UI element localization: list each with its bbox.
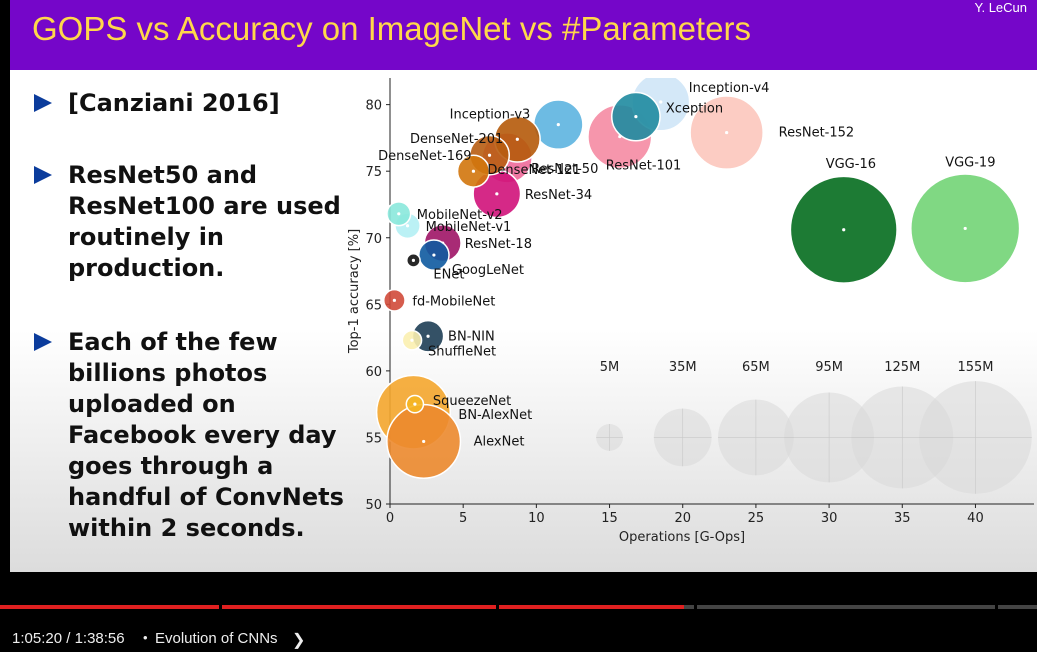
x-tick-label: 40 (967, 511, 984, 526)
slide: GOPS vs Accuracy on ImageNet vs #Paramet… (10, 0, 1037, 572)
bullet-arrow-icon (34, 166, 52, 184)
progress-played (0, 605, 685, 609)
chapter-marker (219, 605, 222, 609)
data-point-center (392, 298, 396, 302)
chapter-title[interactable]: Evolution of CNNs (155, 630, 278, 647)
data-point-label: BN-AlexNet (458, 408, 532, 423)
data-point-label: ENet (433, 267, 464, 282)
x-tick-label: 30 (821, 511, 838, 526)
data-point-center (471, 169, 476, 173)
size-legend-label: 95M (815, 360, 843, 375)
data-point-label: Inception-v3 (450, 108, 531, 123)
bullet-text: ResNet50 and ResNet100 are used routinel… (68, 161, 341, 282)
bullet-1: [Canziani 2016] (34, 88, 348, 119)
y-tick-label: 75 (365, 165, 382, 180)
x-tick-label: 25 (748, 511, 765, 526)
data-point-center (422, 439, 426, 444)
bubble-chart: 5M 35M 65M 95M 125M 155M 0 5 10 15 20 25 30 35 40 50 55 6… (347, 78, 1034, 545)
size-legend-label: 5M (600, 360, 620, 375)
bullet-text: [Canziani 2016] (68, 89, 280, 117)
bullet-arrow-icon (34, 333, 52, 351)
data-point-label: SqueezeNet (433, 394, 511, 409)
x-tick-label: 20 (674, 511, 691, 526)
x-tick-label: 10 (528, 511, 545, 526)
x-tick-label: 15 (601, 511, 618, 526)
slide-title: GOPS vs Accuracy on ImageNet vs #Paramet… (32, 10, 751, 47)
data-point-center (432, 253, 436, 257)
x-tick-label: 35 (894, 511, 911, 526)
slide-author: Y. LeCun (974, 0, 1027, 15)
data-point-label: GoogLeNet (452, 263, 524, 278)
y-tick-label: 50 (365, 498, 382, 513)
data-point-label: ResNet-152 (779, 126, 855, 141)
bullet-2: ResNet50 and ResNet100 are used routinel… (34, 160, 348, 284)
data-point-center (397, 212, 401, 216)
data-point-label: ShuffleNet (428, 344, 496, 359)
data-point-center (842, 228, 846, 232)
x-axis-label: Operations [G-Ops] (619, 530, 745, 545)
data-point-label: Inception-v4 (689, 81, 770, 96)
data-point-label: BN-NIN (448, 329, 495, 344)
duration: 1:38:56 (74, 630, 125, 647)
data-point-label: ResNet-34 (525, 188, 592, 203)
data-point-center (963, 226, 967, 231)
data-point-label: fd-MobileNet (412, 294, 495, 309)
data-point-label: VGG-16 (826, 157, 876, 172)
size-legend-label: 125M (884, 360, 920, 375)
chapter-separator: • (143, 630, 148, 645)
data-point-center (725, 130, 729, 135)
chapter-marker (496, 605, 499, 609)
time-separator: / (66, 630, 71, 647)
size-legend-label: 65M (742, 360, 770, 375)
data-point-center (405, 224, 410, 228)
data-point-label: MobileNet-v2 (417, 208, 503, 223)
data-point-center (515, 137, 519, 141)
y-tick-label: 80 (365, 99, 382, 114)
bullet-text: Each of the few billions photos uploaded… (68, 328, 344, 542)
data-point-center (487, 153, 492, 157)
y-tick-label: 65 (365, 298, 382, 313)
chapter-marker (694, 605, 697, 609)
data-point-label: ResNet-50 (531, 162, 598, 177)
data-point-center (426, 334, 430, 338)
y-axis-label: Top-1 accuracy [%] (347, 229, 362, 354)
chevron-right-icon[interactable]: ❯ (292, 632, 306, 649)
data-point-center (413, 402, 417, 406)
data-point-center (556, 122, 560, 127)
bullet-arrow-icon (34, 94, 52, 112)
progress-bar[interactable] (0, 605, 1037, 609)
data-point-center (410, 338, 414, 342)
current-time: 1:05:20 (12, 630, 63, 647)
y-tick-label: 70 (365, 232, 382, 247)
title-bar: GOPS vs Accuracy on ImageNet vs #Paramet… (10, 0, 1037, 70)
x-tick-label: 5 (459, 511, 467, 526)
y-tick-label: 55 (365, 431, 382, 446)
bullet-3: Each of the few billions photos uploaded… (34, 327, 348, 544)
data-point-label: ResNet-18 (465, 237, 532, 252)
data-point-label: DenseNet-169 (378, 149, 471, 164)
data-point-center (411, 258, 416, 262)
data-point-label: VGG-19 (945, 155, 995, 170)
data-point-label: DenseNet-121 (487, 163, 580, 178)
chapter-marker (995, 605, 998, 609)
data-point-center (495, 192, 499, 196)
data-point-label: MobileNet-v1 (426, 220, 512, 235)
data-point-center (634, 115, 638, 119)
size-legend-label: 35M (669, 360, 697, 375)
x-tick-label: 0 (386, 511, 394, 526)
time-display: 1:05:20 / 1:38:56 (12, 630, 125, 647)
data-point-label: DenseNet-201 (410, 132, 503, 147)
data-point-label: ResNet-101 (606, 159, 682, 174)
size-legend-label: 155M (957, 360, 993, 375)
video-player-controls: 1:05:20 / 1:38:56 • Evolution of CNNs ❯ (0, 572, 1037, 652)
y-tick-label: 60 (365, 365, 382, 380)
data-point-label: Xception (666, 102, 723, 117)
data-point-label: AlexNet (474, 434, 525, 449)
data-point-center (659, 100, 663, 104)
